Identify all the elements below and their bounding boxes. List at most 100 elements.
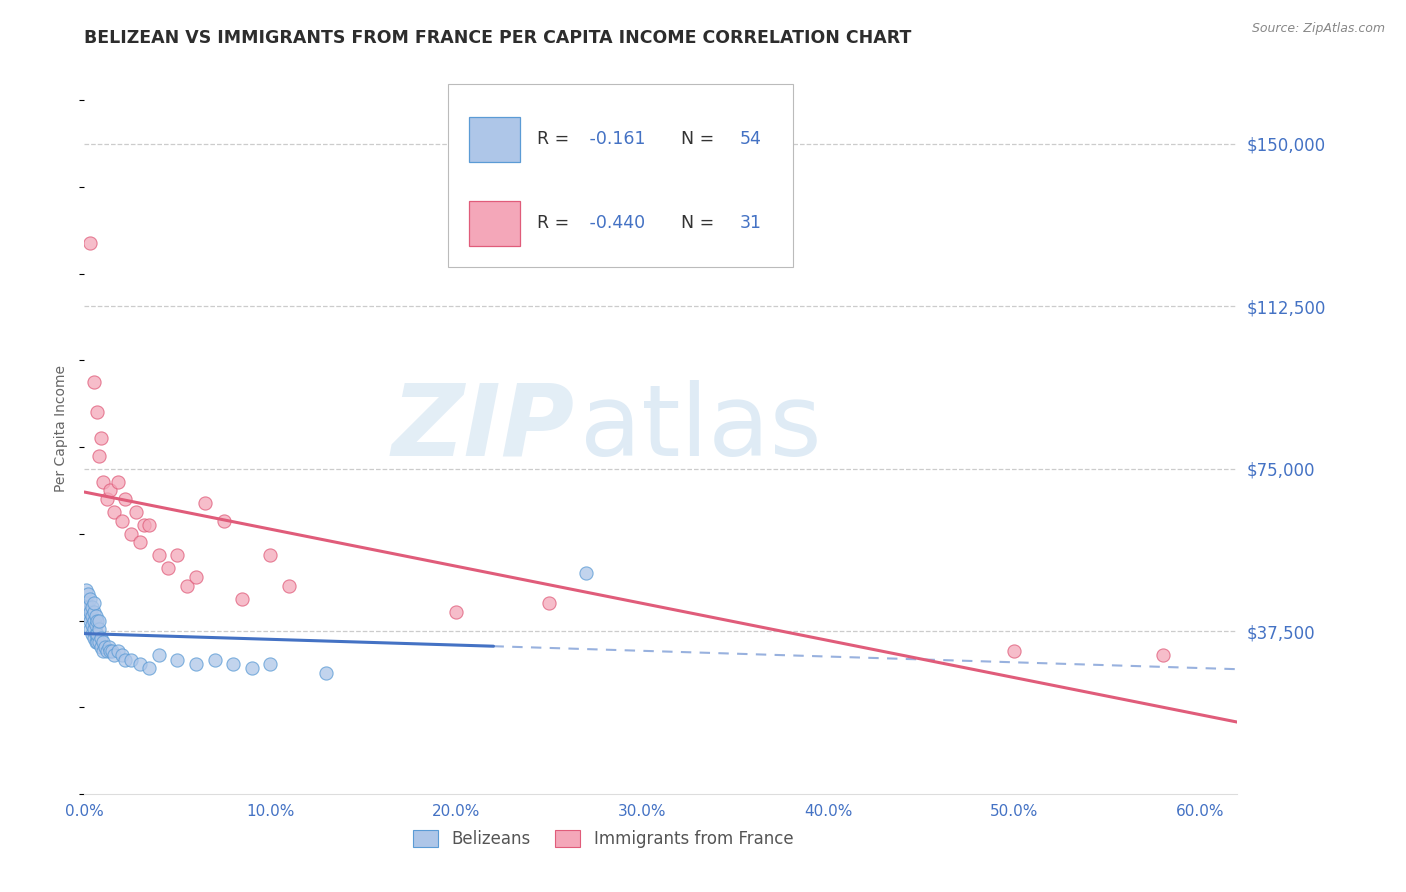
Point [114, 492, 136, 507]
Point [89, 635, 111, 649]
FancyBboxPatch shape [470, 201, 520, 245]
Point [1152, 648, 1174, 663]
Point [83, 631, 105, 645]
Text: -0.161: -0.161 [583, 130, 645, 148]
Point [79, 591, 101, 606]
Text: -0.440: -0.440 [583, 214, 645, 232]
Point [80, 600, 103, 615]
Point [83, 596, 105, 610]
Point [89, 622, 111, 636]
Point [157, 561, 180, 575]
Point [315, 665, 337, 680]
Point [91, 644, 114, 658]
Point [100, 644, 122, 658]
Text: 31: 31 [740, 214, 761, 232]
Point [83, 605, 105, 619]
Point [125, 505, 148, 519]
Text: ZIP: ZIP [391, 380, 575, 476]
Point [90, 640, 112, 654]
Point [110, 648, 132, 663]
Point [97, 640, 120, 654]
Point [538, 596, 561, 610]
Point [259, 657, 281, 671]
Point [148, 549, 170, 563]
Point [83, 614, 105, 628]
Point [84, 609, 107, 624]
Point [84, 617, 107, 632]
Point [86, 635, 108, 649]
Point [138, 518, 160, 533]
Point [83, 622, 105, 636]
Point [138, 661, 160, 675]
Point [114, 652, 136, 666]
Point [1002, 644, 1025, 658]
Point [75, 596, 97, 610]
Point [89, 614, 111, 628]
Point [204, 652, 226, 666]
Point [259, 549, 281, 563]
Text: N =: N = [671, 214, 720, 232]
Point [75, 605, 97, 619]
Point [84, 626, 107, 640]
Point [77, 609, 100, 624]
Point [166, 549, 188, 563]
Point [120, 652, 142, 666]
Point [86, 614, 108, 628]
Point [231, 591, 253, 606]
Legend: Belizeans, Immigrants from France: Belizeans, Immigrants from France [406, 823, 800, 855]
Point [91, 635, 114, 649]
Point [84, 635, 107, 649]
Point [103, 648, 125, 663]
Point [86, 405, 108, 419]
Point [90, 432, 112, 446]
Point [80, 609, 103, 624]
Point [96, 644, 118, 658]
Point [277, 579, 299, 593]
Point [89, 449, 111, 463]
Point [90, 631, 112, 645]
Point [240, 661, 263, 675]
Point [94, 640, 117, 654]
Text: atlas: atlas [581, 380, 821, 476]
Point [110, 514, 132, 528]
Text: BELIZEAN VS IMMIGRANTS FROM FRANCE PER CAPITA INCOME CORRELATION CHART: BELIZEAN VS IMMIGRANTS FROM FRANCE PER C… [84, 29, 911, 47]
Point [96, 492, 118, 507]
Point [107, 475, 129, 489]
Point [75, 583, 97, 598]
Point [91, 475, 114, 489]
Point [212, 514, 235, 528]
Text: 54: 54 [740, 130, 761, 148]
Point [77, 600, 100, 615]
Point [100, 483, 122, 498]
Point [222, 657, 245, 671]
Point [148, 648, 170, 663]
Text: Source: ZipAtlas.com: Source: ZipAtlas.com [1251, 22, 1385, 36]
Point [129, 535, 152, 549]
Point [184, 657, 207, 671]
Point [101, 644, 124, 658]
Point [107, 644, 129, 658]
Point [79, 622, 101, 636]
Point [446, 605, 468, 619]
Point [83, 375, 105, 389]
Point [80, 626, 103, 640]
Point [80, 617, 103, 632]
FancyBboxPatch shape [470, 117, 520, 161]
Y-axis label: Per Capita Income: Per Capita Income [55, 365, 69, 491]
Point [103, 505, 125, 519]
Text: R =: R = [537, 130, 575, 148]
Point [176, 579, 198, 593]
Point [86, 626, 108, 640]
Point [194, 496, 217, 510]
Point [132, 518, 155, 533]
FancyBboxPatch shape [447, 85, 793, 268]
Point [79, 236, 101, 251]
Point [79, 614, 101, 628]
Point [129, 657, 152, 671]
Point [120, 526, 142, 541]
Text: N =: N = [671, 130, 720, 148]
Point [575, 566, 598, 580]
Point [184, 570, 207, 584]
Text: R =: R = [537, 214, 575, 232]
Point [77, 587, 100, 601]
